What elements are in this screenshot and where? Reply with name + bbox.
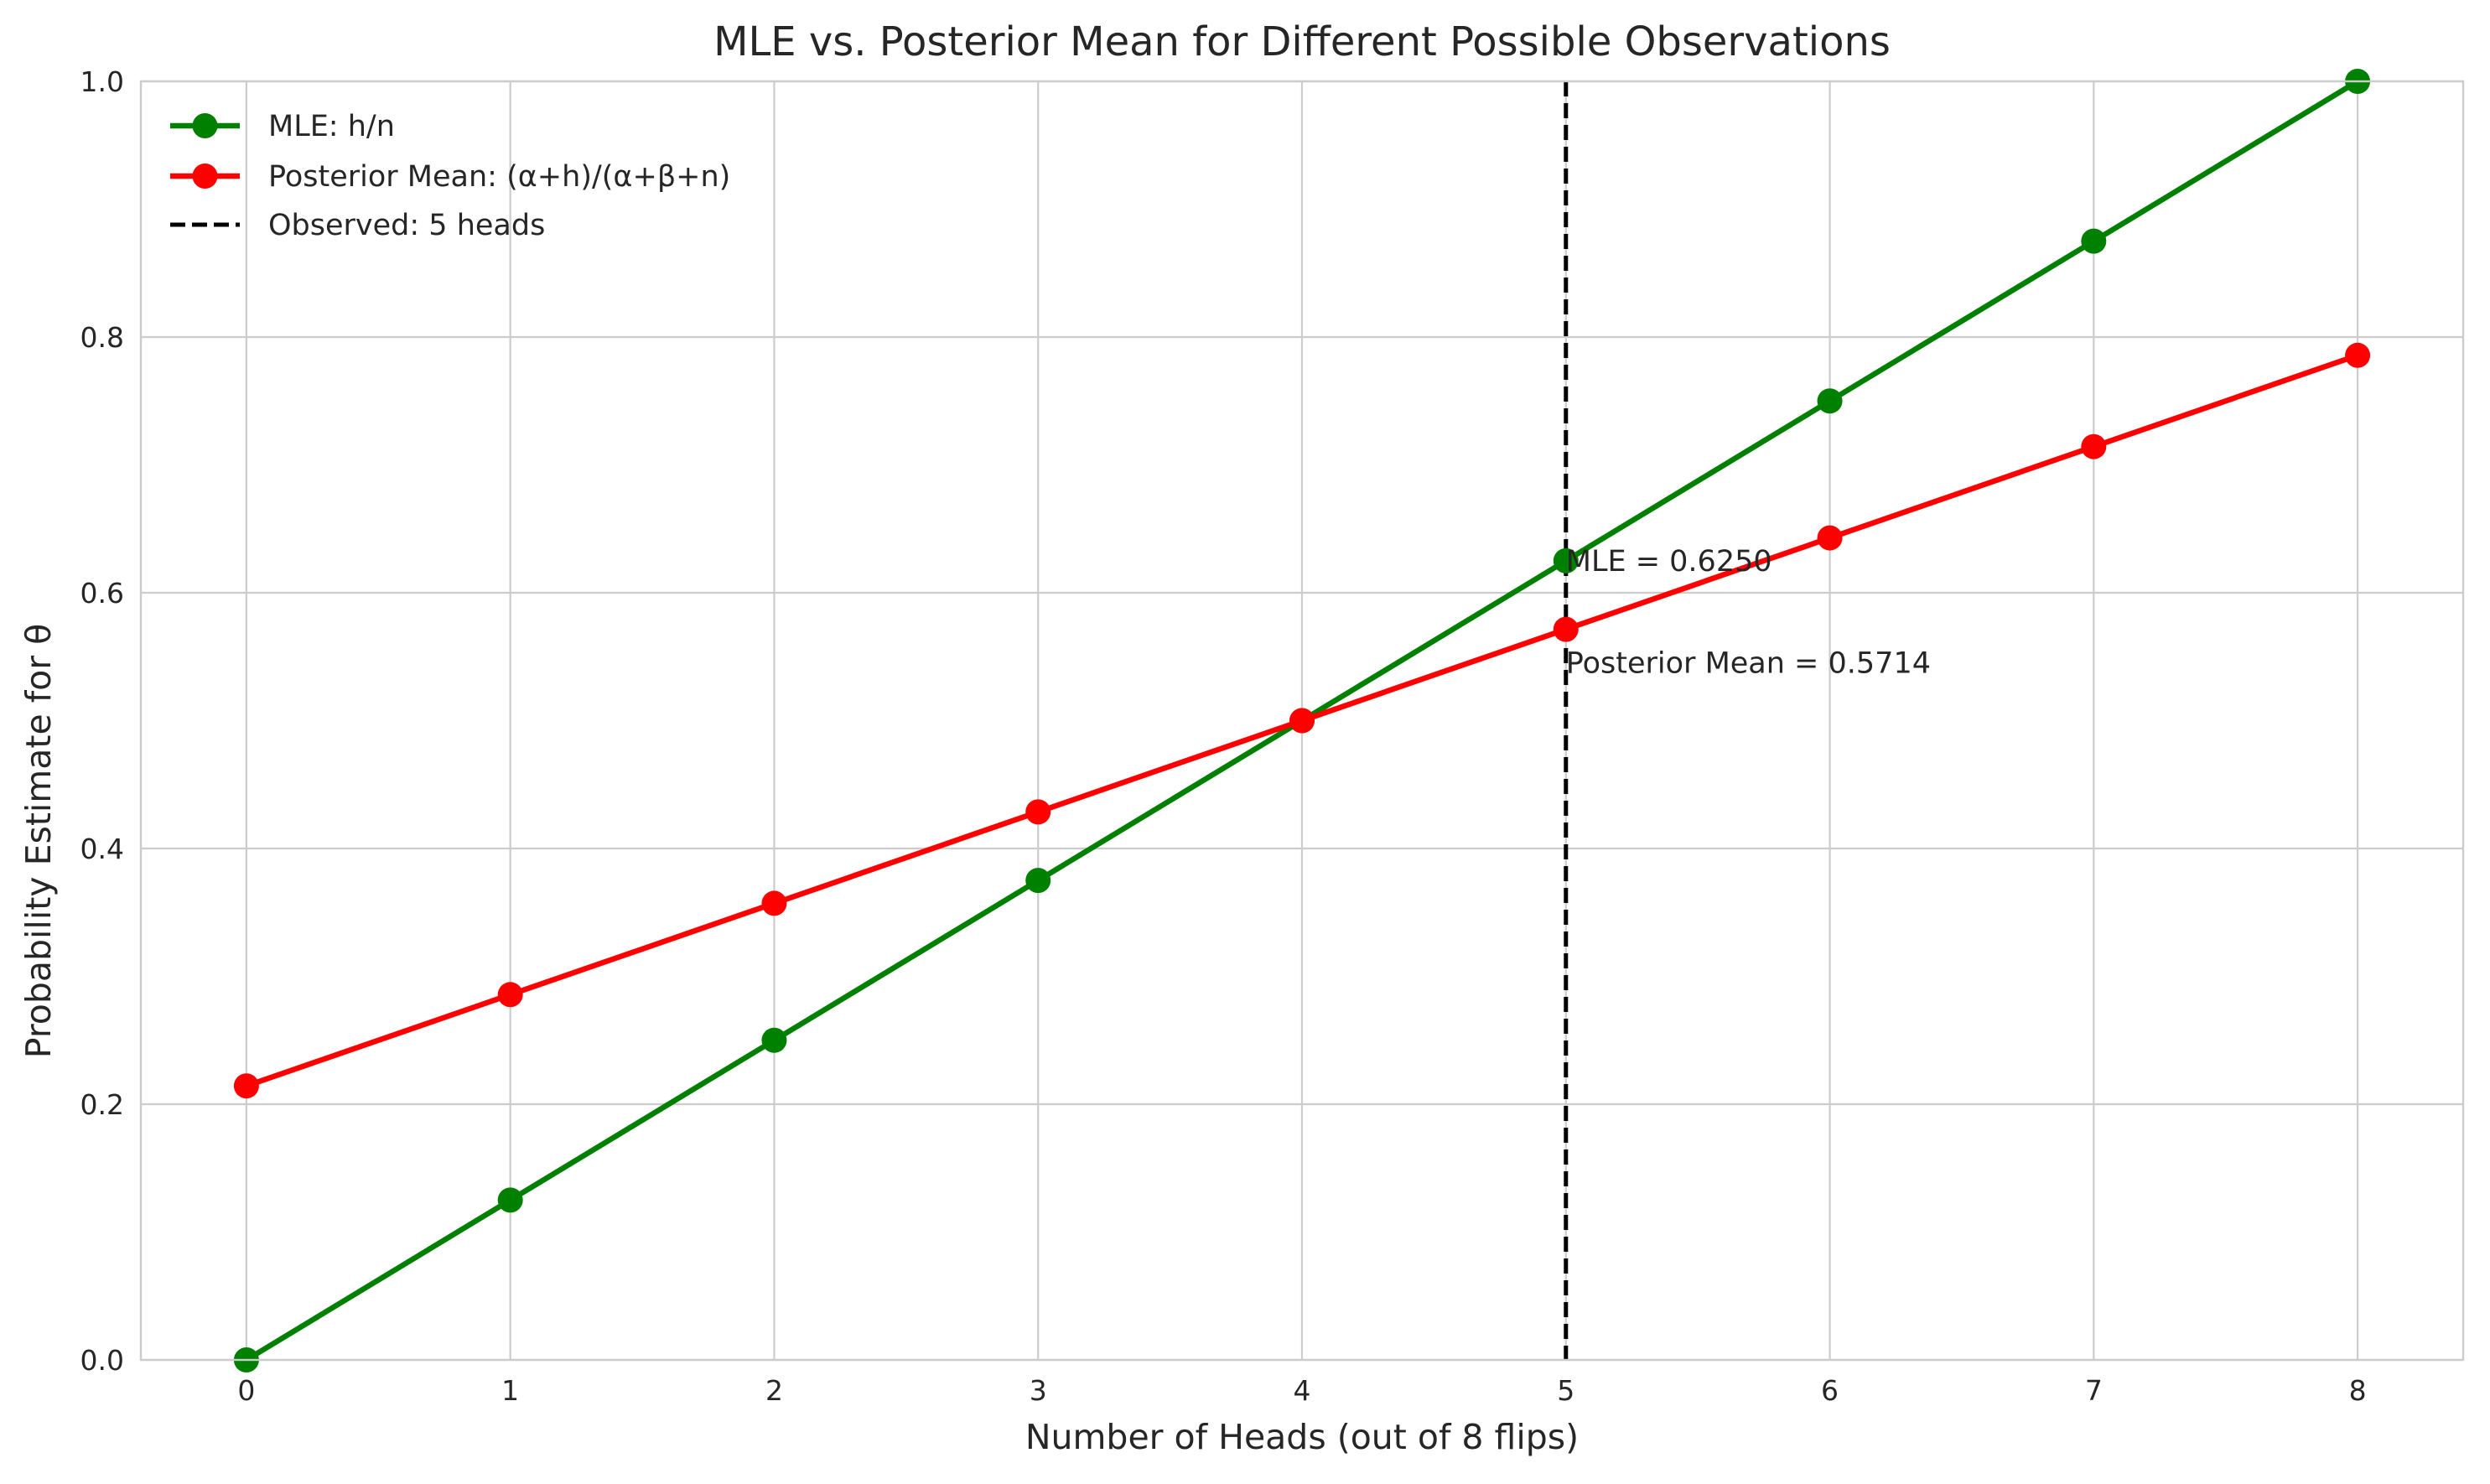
legend-entry: Posterior Mean: (α+h)/(α+β+n) [268, 160, 730, 194]
legend-marker [192, 113, 218, 138]
data-point-posterior-mean [761, 890, 787, 916]
x-tick-label: 4 [1294, 1374, 1311, 1407]
legend-entry: Observed: 5 heads [268, 209, 545, 242]
data-point-posterior-mean [1553, 616, 1579, 642]
chart-title: MLE vs. Posterior Mean for Different Pos… [713, 18, 1891, 65]
x-tick-label: 8 [2349, 1374, 2367, 1407]
axes-frame [139, 80, 2465, 1362]
x-axis-label: Number of Heads (out of 8 flips) [1025, 1417, 1579, 1457]
x-tick-label: 2 [765, 1374, 783, 1407]
data-point-posterior-mean [2345, 342, 2371, 368]
tick-labels: 0 1 2 3 4 5 6 7 8 0.0 0.2 0.4 0.6 0.8 1.0 [80, 65, 2367, 1407]
y-tick-label: 0.6 [80, 577, 124, 610]
y-tick-label: 0.0 [80, 1344, 124, 1377]
legend-entry: MLE: h/n [268, 110, 395, 143]
data-point-mle [1817, 388, 1843, 414]
data-point-posterior-mean [2081, 433, 2107, 459]
x-tick-label: 0 [237, 1374, 255, 1407]
y-axis-label: Probability Estimate for θ [18, 624, 59, 1058]
x-tick-label: 7 [2085, 1374, 2103, 1407]
plot-area [233, 69, 2371, 1372]
legend-marker [192, 163, 218, 189]
data-point-posterior-mean [233, 1073, 259, 1099]
data-point-posterior-mean [1289, 708, 1315, 734]
data-point-mle [1025, 868, 1051, 894]
annotation-label: Posterior Mean = 0.5714 [1566, 647, 1931, 681]
y-tick-label: 1.0 [80, 65, 124, 98]
y-tick-label: 0.2 [80, 1088, 124, 1121]
data-point-mle [1553, 547, 1579, 573]
data-point-posterior-mean [497, 982, 523, 1008]
data-point-posterior-mean [1025, 799, 1051, 825]
data-point-mle [497, 1187, 523, 1213]
annotation-label: MLE = 0.6250 [1566, 545, 1772, 579]
data-point-mle [761, 1027, 787, 1053]
y-tick-label: 0.4 [80, 833, 124, 865]
data-point-posterior-mean [1817, 525, 1843, 551]
x-tick-label: 1 [501, 1374, 519, 1407]
x-tick-label: 6 [1821, 1374, 1839, 1407]
plot-frame [139, 80, 2465, 1362]
y-tick-label: 0.8 [80, 321, 124, 354]
legend: MLE: h/n Posterior Mean: (α+h)/(α+β+n) Obs… [170, 110, 730, 242]
x-tick-label: 3 [1030, 1374, 1047, 1407]
annotations: MLE = 0.6250 Posterior Mean = 0.5714 [1566, 545, 1931, 681]
x-tick-label: 5 [1557, 1374, 1574, 1407]
data-point-mle [2081, 228, 2107, 254]
